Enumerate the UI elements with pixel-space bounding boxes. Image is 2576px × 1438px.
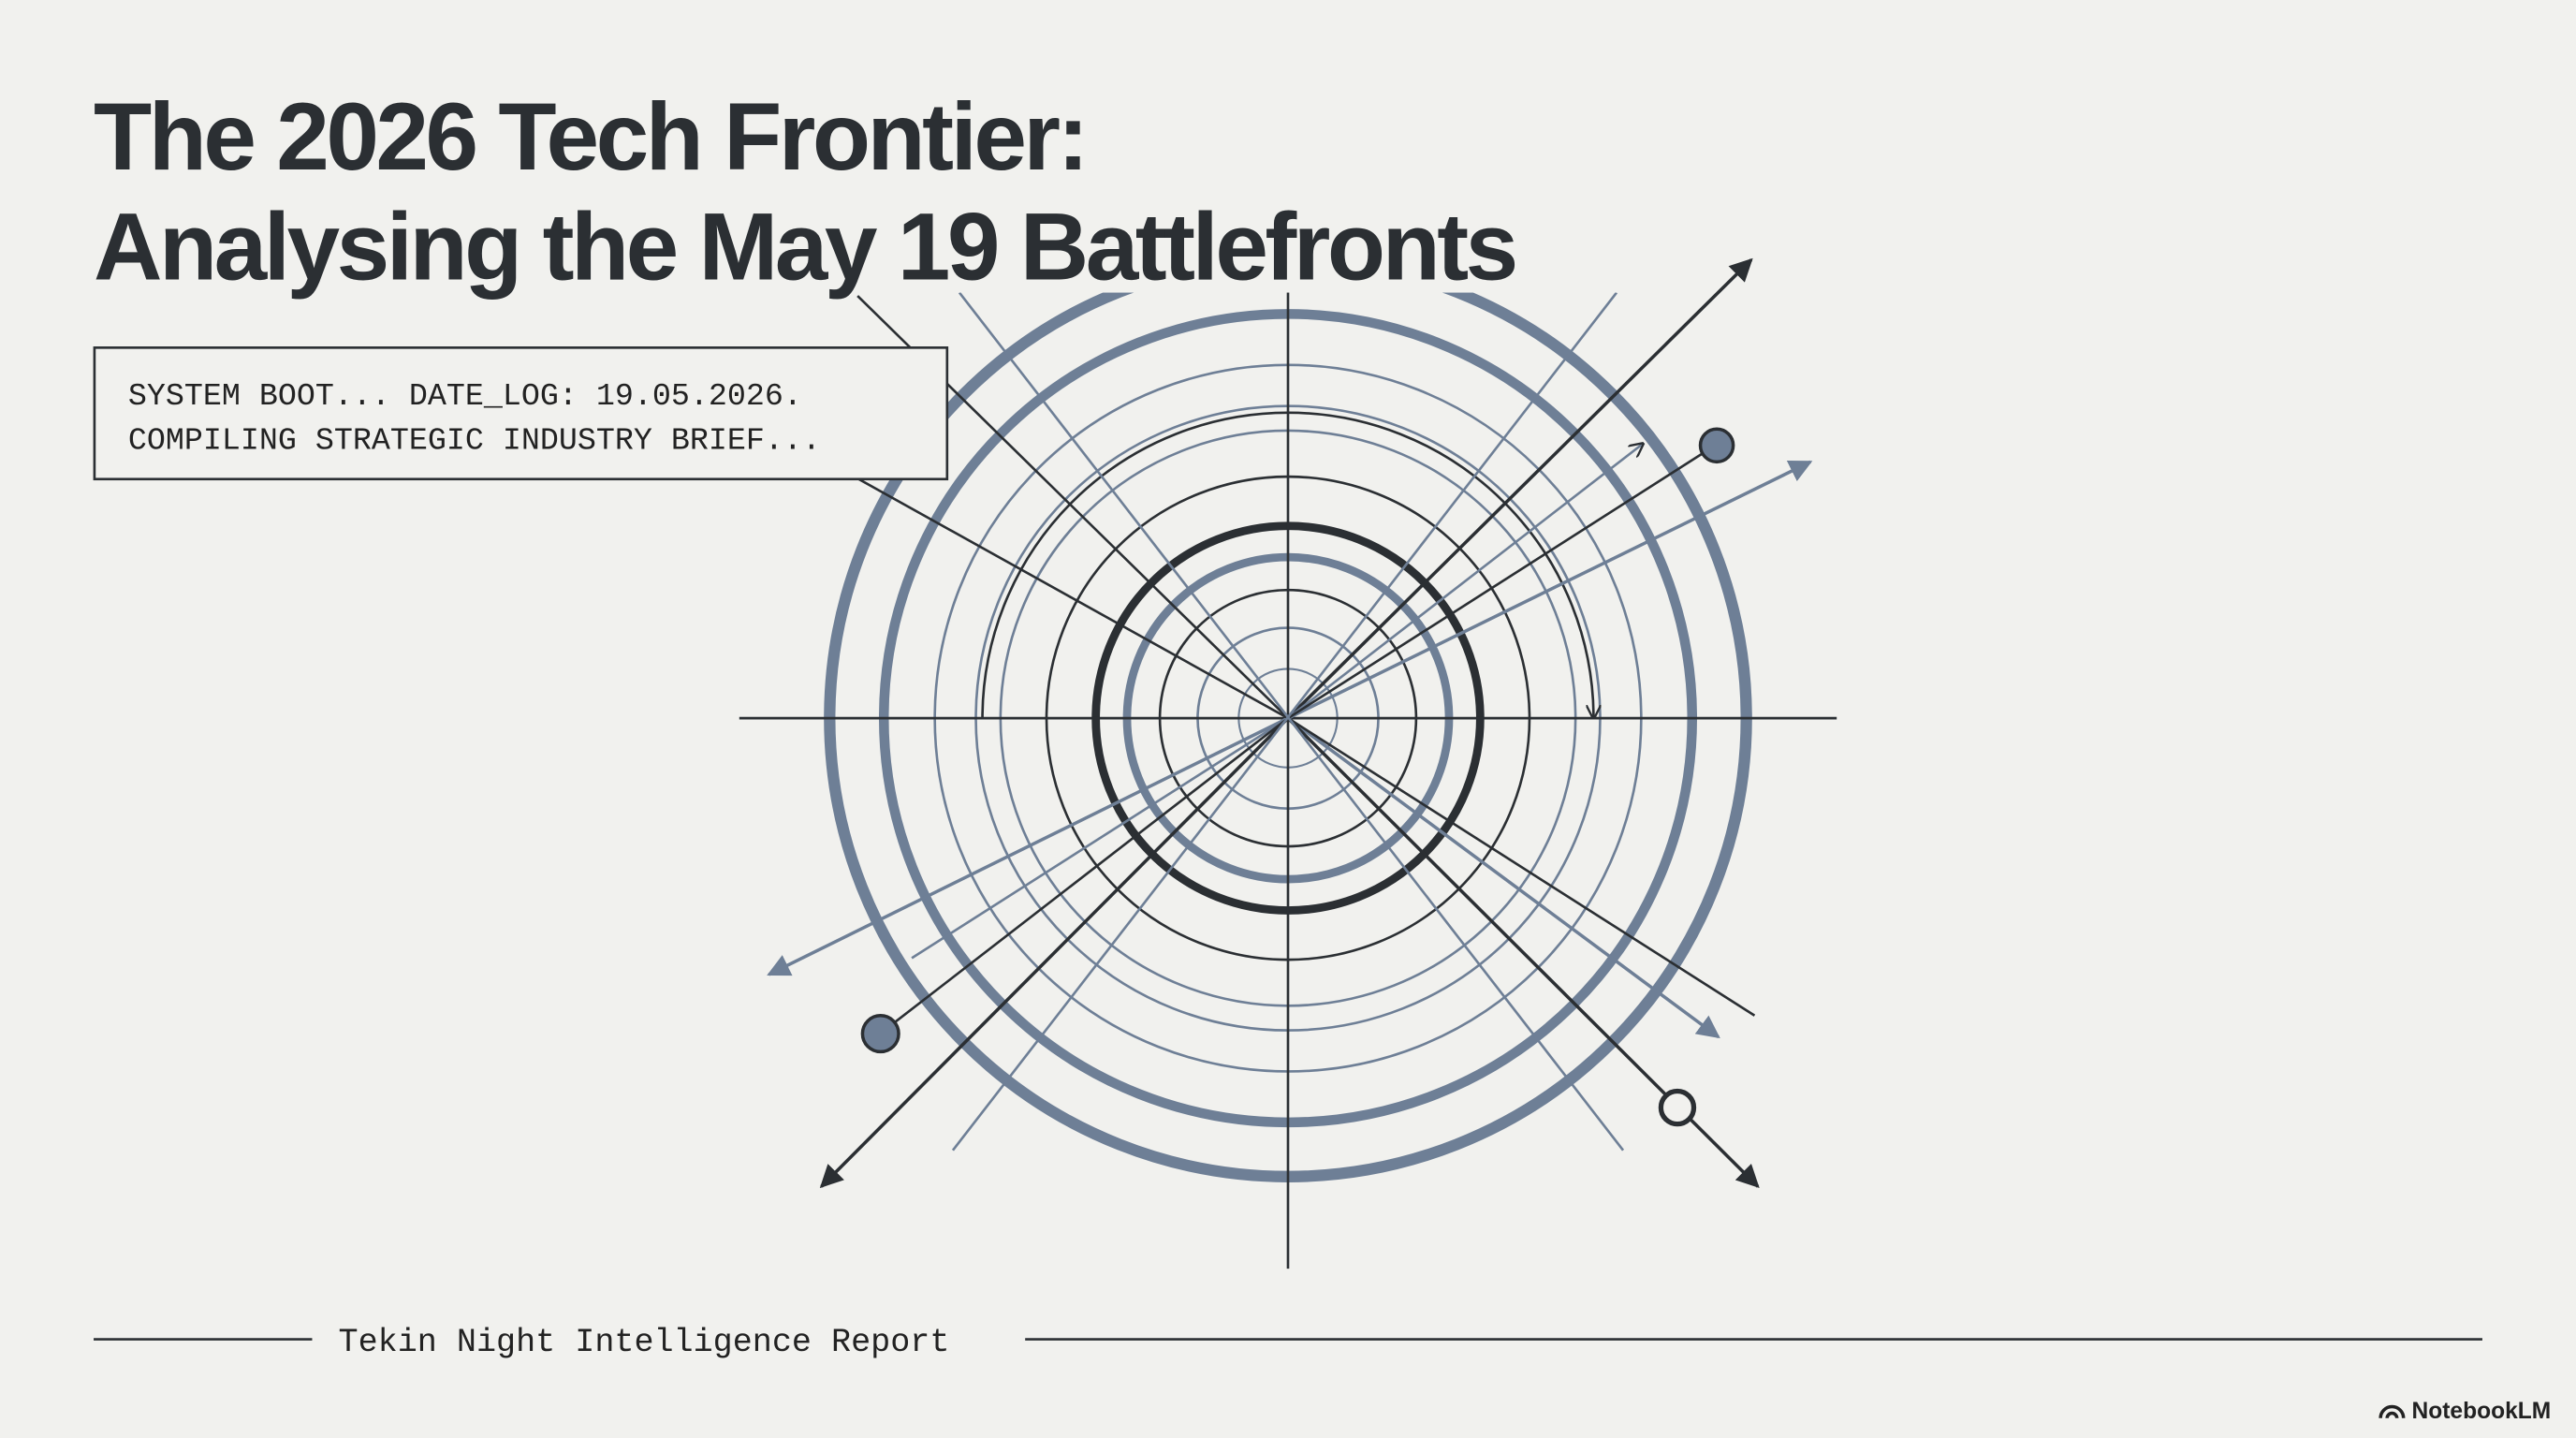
- footer-report: Tekin Night Intelligence Report: [339, 1324, 950, 1361]
- title-backdrop: [81, 66, 1668, 293]
- brand: NotebookLM: [2411, 1399, 2551, 1424]
- terminal-line: COMPILING STRATEGIC INDUSTRY BRIEF...: [128, 423, 821, 459]
- terminal-line: SYSTEM BOOT... DATE_LOG: 19.05.2026.: [128, 379, 802, 415]
- title-line: The 2026 Tech Frontier:: [94, 83, 1086, 190]
- radar-diagram: [739, 169, 1837, 1269]
- title-line: Analysing the May 19 Battlefronts: [94, 194, 1515, 301]
- brand-icon: [2378, 1404, 2406, 1419]
- terminal-box: [93, 346, 949, 481]
